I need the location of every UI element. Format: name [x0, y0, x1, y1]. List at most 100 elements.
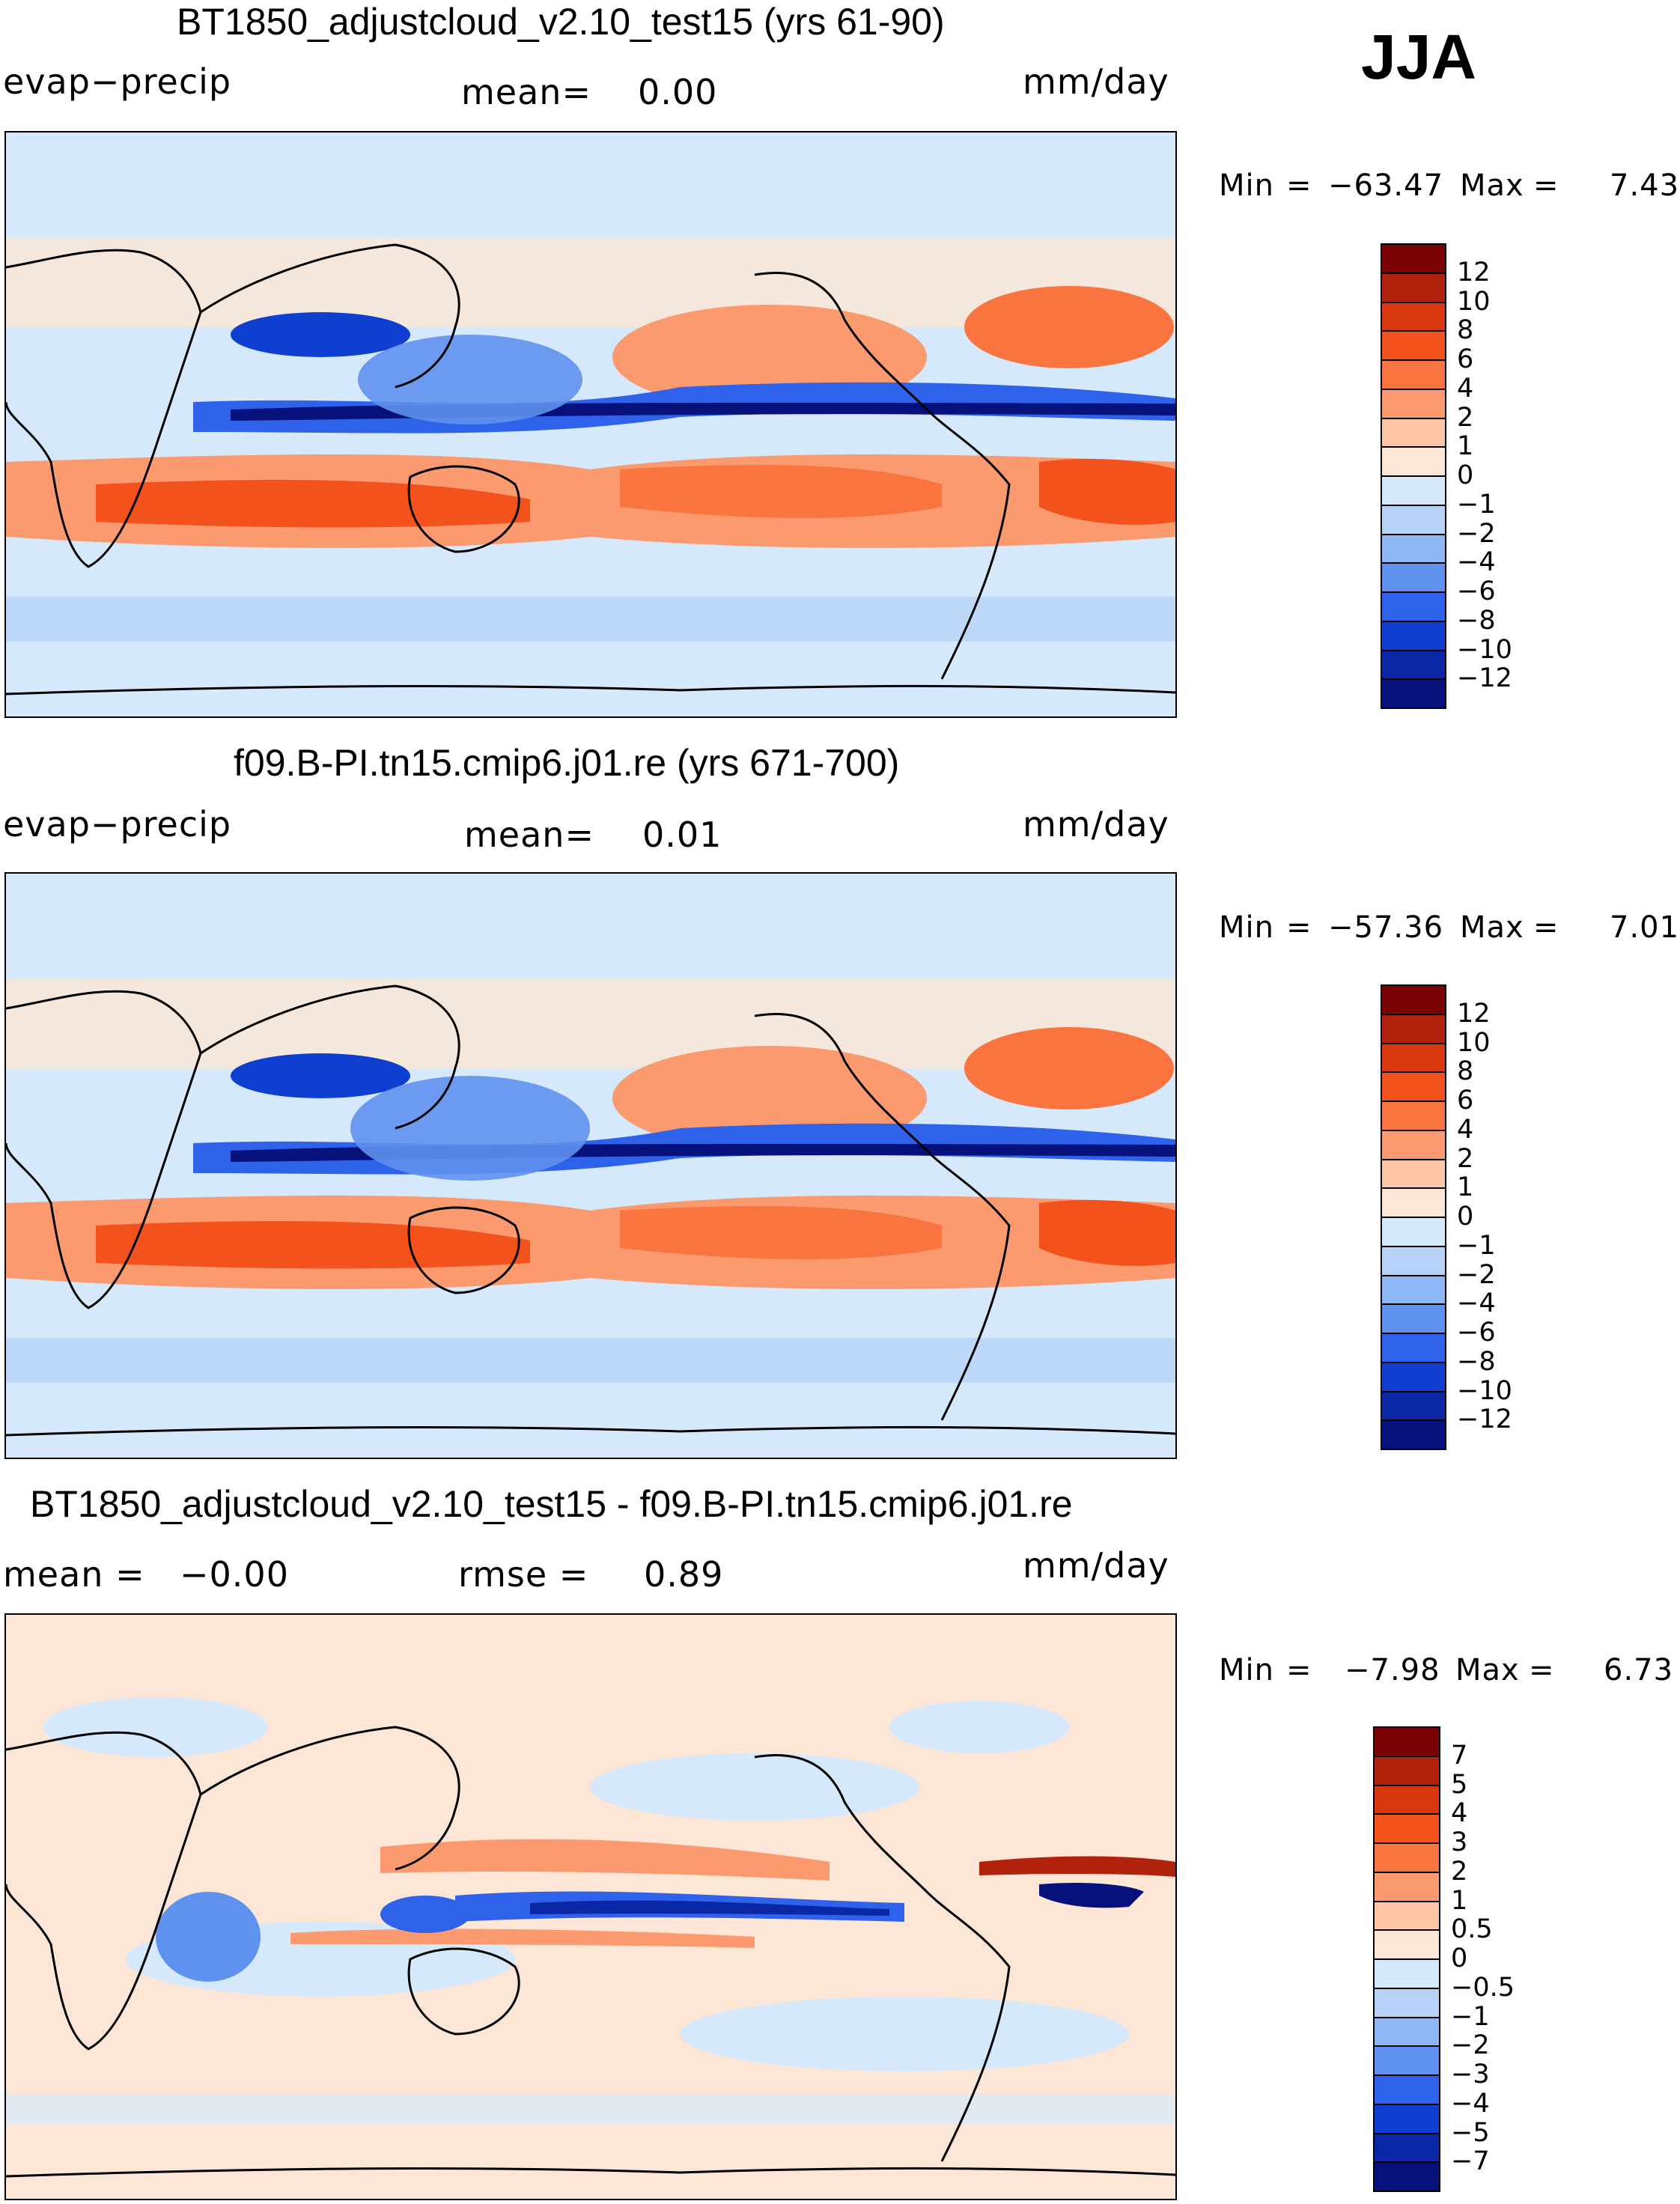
- colorbar-swatch: [1373, 1813, 1440, 1844]
- colorbar-tick-label: 0: [1457, 1202, 1474, 1232]
- colorbar-swatch: [1381, 649, 1446, 681]
- colorbar-swatch: [1381, 562, 1446, 593]
- colorbar-tick-label: 2: [1457, 402, 1474, 433]
- colorbar-tick-label: 6: [1457, 1086, 1474, 1115]
- colorbar-tick-label: −8: [1457, 1346, 1496, 1377]
- colorbar-swatch: [1381, 301, 1446, 332]
- panel-2-variable-label: evap−precip: [3, 804, 232, 844]
- colorbar-tick-label: −1: [1451, 2001, 1490, 2032]
- colorbar-tick-label: −8: [1457, 605, 1496, 636]
- panel-2-mean-label: mean=: [464, 815, 594, 855]
- panel-3-max-eq: =: [1529, 1653, 1555, 1687]
- colorbar-swatch: [1381, 1158, 1446, 1190]
- colorbar-tick-label: 10: [1457, 286, 1491, 317]
- panel-2-min-label: Min: [1219, 910, 1274, 945]
- colorbar-swatch: [1373, 1871, 1440, 1902]
- panel-3-min-value: −7.98: [1345, 1653, 1440, 1687]
- panel-3-units: mm/day: [1023, 1545, 1169, 1586]
- panel-3-mean-label: mean =: [3, 1554, 145, 1595]
- colorbar-tick-label: 2: [1451, 1856, 1468, 1887]
- panel-1-title: BT1850_adjustcloud_v2.10_test15 (yrs 61-…: [177, 1, 945, 43]
- colorbar-tick-label: −5: [1451, 2117, 1490, 2148]
- colorbar-tick-label: 2: [1457, 1143, 1474, 1174]
- colorbar-tick-label: 4: [1457, 1114, 1474, 1145]
- colorbar-swatch: [1373, 2074, 1440, 2105]
- panel-3-max-value: 6.73: [1604, 1653, 1674, 1687]
- colorbar-swatch: [1381, 591, 1446, 622]
- colorbar-swatch: [1381, 1013, 1446, 1044]
- panel-3-title: BT1850_adjustcloud_v2.10_test15 - f09.B-…: [30, 1483, 1073, 1525]
- colorbar-swatch: [1381, 1419, 1446, 1450]
- panel-3-min-label: Min: [1219, 1653, 1274, 1687]
- panel-1-mean-label: mean=: [461, 72, 591, 112]
- panel-1-max-value: 7.43: [1610, 168, 1680, 203]
- colorbar-tick-label: 8: [1457, 1056, 1474, 1087]
- colorbar-tick-label: −12: [1457, 663, 1512, 694]
- colorbar-tick-label: 1: [1457, 431, 1474, 462]
- colorbar-swatch: [1373, 1929, 1440, 1960]
- colorbar-swatch: [1381, 620, 1446, 651]
- colorbar-swatch: [1373, 1726, 1440, 1757]
- colorbar-tick-label: −2: [1451, 2030, 1490, 2061]
- panel-1-variable-label: evap−precip: [3, 61, 232, 102]
- colorbar-tick-label: −0.5: [1451, 1972, 1515, 2003]
- panel-2-map: [4, 872, 1177, 1459]
- colorbar-tick-label: 4: [1451, 1798, 1468, 1829]
- colorbar-swatch: [1373, 1900, 1440, 1931]
- colorbar-swatch: [1381, 475, 1446, 506]
- panel-3-rmse-value: 0.89: [644, 1554, 724, 1595]
- colorbar-tick-label: −4: [1451, 2088, 1490, 2119]
- panel-2-max-value: 7.01: [1610, 910, 1680, 945]
- panel-2-min-value: −57.36: [1328, 910, 1444, 945]
- colorbar-tick-label: 0: [1451, 1943, 1468, 1973]
- colorbar-tick-label: −1: [1457, 1230, 1496, 1261]
- panel-2-colorbar: 12 10 8 6 4 2 1 0 −1 −2 −4 −6 −8 −10 −12: [1381, 984, 1512, 1450]
- colorbar-tick-label: −3: [1451, 2060, 1490, 2089]
- colorbar-swatch: [1381, 533, 1446, 564]
- colorbar-tick-label: 0: [1457, 460, 1474, 490]
- colorbar-tick-label: 10: [1457, 1027, 1491, 1058]
- colorbar-swatch: [1373, 2016, 1440, 2048]
- colorbar-tick-label: 4: [1457, 373, 1474, 404]
- colorbar-tick-label: 12: [1457, 257, 1491, 287]
- colorbar-swatch: [1381, 388, 1446, 419]
- colorbar-swatch: [1373, 2161, 1440, 2192]
- colorbar-swatch: [1381, 504, 1446, 535]
- colorbar-swatch: [1381, 1129, 1446, 1160]
- colorbar-tick-label: −2: [1457, 1259, 1496, 1290]
- colorbar-tick-label: 7: [1451, 1740, 1468, 1771]
- colorbar-swatch: [1381, 1390, 1446, 1422]
- colorbar-tick-label: 1: [1451, 1885, 1468, 1916]
- season-label: JJA: [1361, 22, 1477, 92]
- colorbar-swatch: [1373, 1784, 1440, 1815]
- colorbar-swatch: [1381, 1187, 1446, 1218]
- panel-3-min-eq: =: [1286, 1653, 1312, 1687]
- colorbar-tick-label: 8: [1457, 315, 1474, 346]
- colorbar-swatch: [1381, 330, 1446, 361]
- panel-1-map-field: [6, 133, 1175, 716]
- panel-3-map: [4, 1613, 1177, 2200]
- colorbar-swatch: [1381, 1245, 1446, 1276]
- panel-2-min-eq: =: [1286, 910, 1312, 945]
- panel-3-mean-value: −0.00: [180, 1554, 289, 1595]
- colorbar-tick-label: −12: [1457, 1404, 1512, 1435]
- colorbar-swatch: [1381, 984, 1446, 1015]
- colorbar-swatch: [1381, 1042, 1446, 1074]
- panel-1-min-value: −63.47: [1328, 168, 1444, 203]
- colorbar-tick-label: 0.5: [1451, 1914, 1493, 1945]
- colorbar-swatch: [1373, 1987, 1440, 2018]
- panel-1-max-eq: =: [1533, 168, 1559, 203]
- colorbar-tick-label: 12: [1457, 998, 1491, 1029]
- panel-2-title: f09.B-PI.tn15.cmip6.j01.re (yrs 671-700): [234, 742, 900, 784]
- colorbar-tick-label: −4: [1457, 1288, 1496, 1319]
- panel-1-mean-value: 0.00: [638, 72, 718, 112]
- panel-2-max-label: Max: [1460, 910, 1524, 945]
- colorbar-swatch: [1373, 2103, 1440, 2134]
- panel-1-units: mm/day: [1023, 61, 1169, 102]
- colorbar-tick-label: −7: [1451, 2146, 1490, 2177]
- colorbar-swatch: [1373, 2132, 1440, 2164]
- colorbar-tick-label: −1: [1457, 489, 1496, 520]
- colorbar-swatch: [1381, 1274, 1446, 1306]
- panel-2-max-eq: =: [1533, 910, 1559, 945]
- colorbar-swatch: [1373, 1755, 1440, 1786]
